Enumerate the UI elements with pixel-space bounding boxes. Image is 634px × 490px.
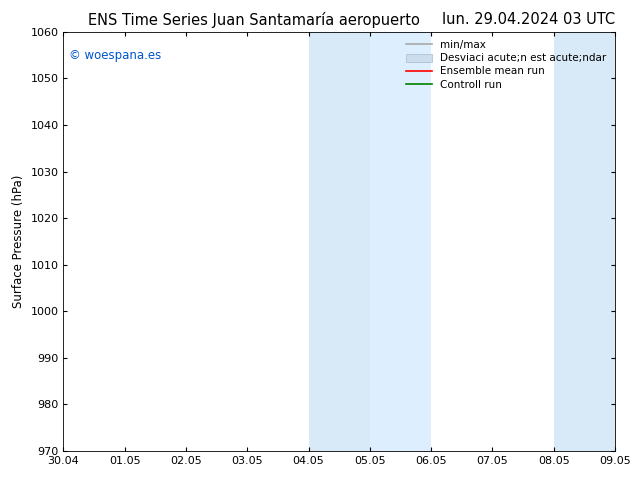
Text: © woespana.es: © woespana.es xyxy=(69,49,161,62)
Legend: min/max, Desviaci acute;n est acute;ndar, Ensemble mean run, Controll run: min/max, Desviaci acute;n est acute;ndar… xyxy=(403,37,610,93)
Text: ENS Time Series Juan Santamaría aeropuerto: ENS Time Series Juan Santamaría aeropuer… xyxy=(87,12,420,28)
Y-axis label: Surface Pressure (hPa): Surface Pressure (hPa) xyxy=(12,174,25,308)
Bar xyxy=(553,32,615,451)
Bar xyxy=(309,32,370,451)
Bar xyxy=(370,32,431,451)
Text: lun. 29.04.2024 03 UTC: lun. 29.04.2024 03 UTC xyxy=(442,12,615,27)
